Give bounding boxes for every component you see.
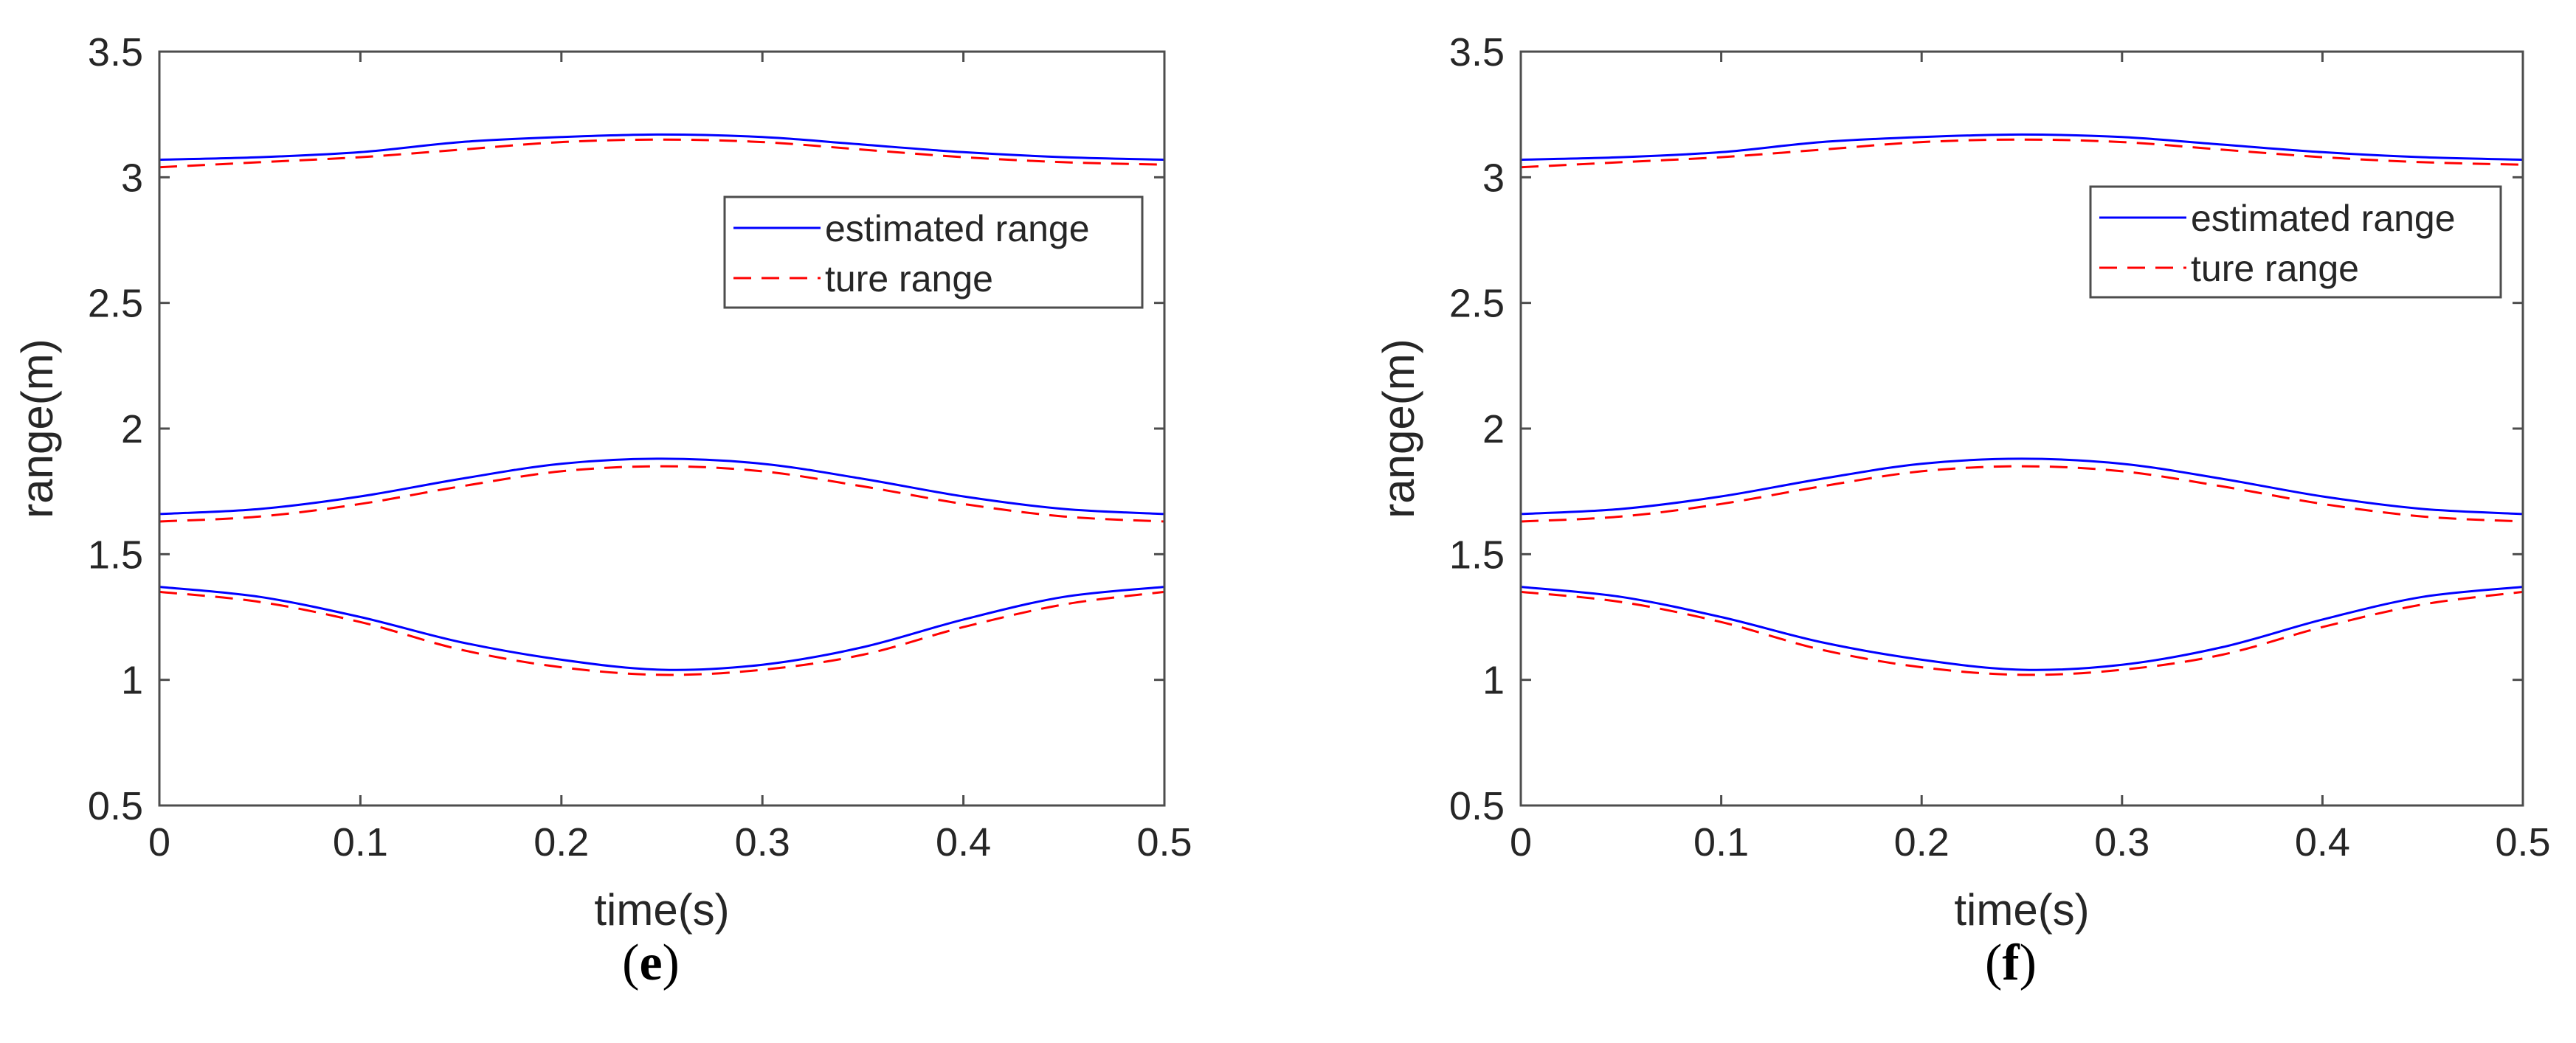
y-tick-label: 2 <box>121 407 143 451</box>
panel-caption: (e) <box>622 935 680 991</box>
legend: estimated range ture range <box>2089 185 2502 299</box>
true-range-line-target-2 <box>1520 465 2524 523</box>
y-tick-label: 3.5 <box>88 30 143 74</box>
y-tick-label: 1.5 <box>1449 533 1505 577</box>
y-axis-label: range(m) <box>13 339 62 518</box>
x-tick-label: 0.5 <box>1136 820 1192 864</box>
series-group <box>159 133 1165 676</box>
estimated-range-line-target-1 <box>159 133 1165 161</box>
y-tick-label: 2.5 <box>88 282 143 326</box>
series-group <box>1520 133 2524 676</box>
chart-panel-f: 0 0.1 0.2 0.3 0.4 0.5 0.5 1 1.5 2 2.5 3 3.5 time(s) ra… <box>1374 30 2551 991</box>
true-range-line-target-3 <box>1520 590 2524 676</box>
y-tick-label: 1.5 <box>88 533 143 577</box>
y-axis-label: range(m) <box>1374 339 1423 518</box>
chart-panel-e: 0 0.1 0.2 0.3 0.4 0.5 0.5 1 1.5 2 2.5 3 3.5 time(s) ra… <box>13 30 1192 991</box>
y-tick-label: 2 <box>1482 407 1505 451</box>
legend-label-true: ture range <box>825 258 993 299</box>
x-axis-label: time(s) <box>594 885 729 935</box>
y-tick-label: 1 <box>1482 659 1505 703</box>
y-tick-label: 0.5 <box>1449 784 1505 828</box>
x-tick-label: 0.1 <box>333 820 388 864</box>
x-tick-label: 0 <box>1510 820 1532 864</box>
y-tick-label: 3 <box>121 156 143 200</box>
true-range-line-target-1 <box>1520 138 2524 169</box>
legend-label-true: ture range <box>2191 248 2359 289</box>
plot-area <box>159 52 1164 805</box>
x-tick-label: 0.1 <box>1693 820 1749 864</box>
estimated-range-line-target-2 <box>1520 457 2524 516</box>
legend-label-estimated: estimated range <box>2191 198 2456 239</box>
estimated-range-line-target-3 <box>159 586 1165 671</box>
x-tick-label: 0.4 <box>2295 820 2350 864</box>
x-axis-label: time(s) <box>1954 885 2089 935</box>
x-tick-label: 0.3 <box>735 820 790 864</box>
x-tick-label: 0.5 <box>2495 820 2550 864</box>
estimated-range-line-target-3 <box>1520 586 2524 671</box>
y-tick-label: 2.5 <box>1449 282 1505 326</box>
x-tick-label: 0.2 <box>533 820 589 864</box>
y-tick-label: 3.5 <box>1449 30 1505 74</box>
y-tick-label: 1 <box>121 659 143 703</box>
true-range-line-target-1 <box>159 138 1165 169</box>
x-tick-label: 0.3 <box>2094 820 2149 864</box>
true-range-line-target-3 <box>159 590 1165 676</box>
true-range-line-target-2 <box>159 465 1165 523</box>
x-tick-label: 0.2 <box>1894 820 1950 864</box>
estimated-range-line-target-1 <box>1520 133 2524 161</box>
legend-box <box>2089 185 2502 299</box>
legend-label-estimated: estimated range <box>825 208 1090 249</box>
panel-caption: (f) <box>1985 935 2037 991</box>
plot-area <box>1521 52 2523 805</box>
x-tick-label: 0 <box>148 820 170 864</box>
y-tick-label: 0.5 <box>88 784 143 828</box>
legend-box <box>723 195 1144 309</box>
y-tick-label: 3 <box>1482 156 1505 200</box>
legend: estimated range ture range <box>723 195 1144 309</box>
x-tick-label: 0.4 <box>936 820 991 864</box>
estimated-range-line-target-2 <box>159 457 1165 516</box>
